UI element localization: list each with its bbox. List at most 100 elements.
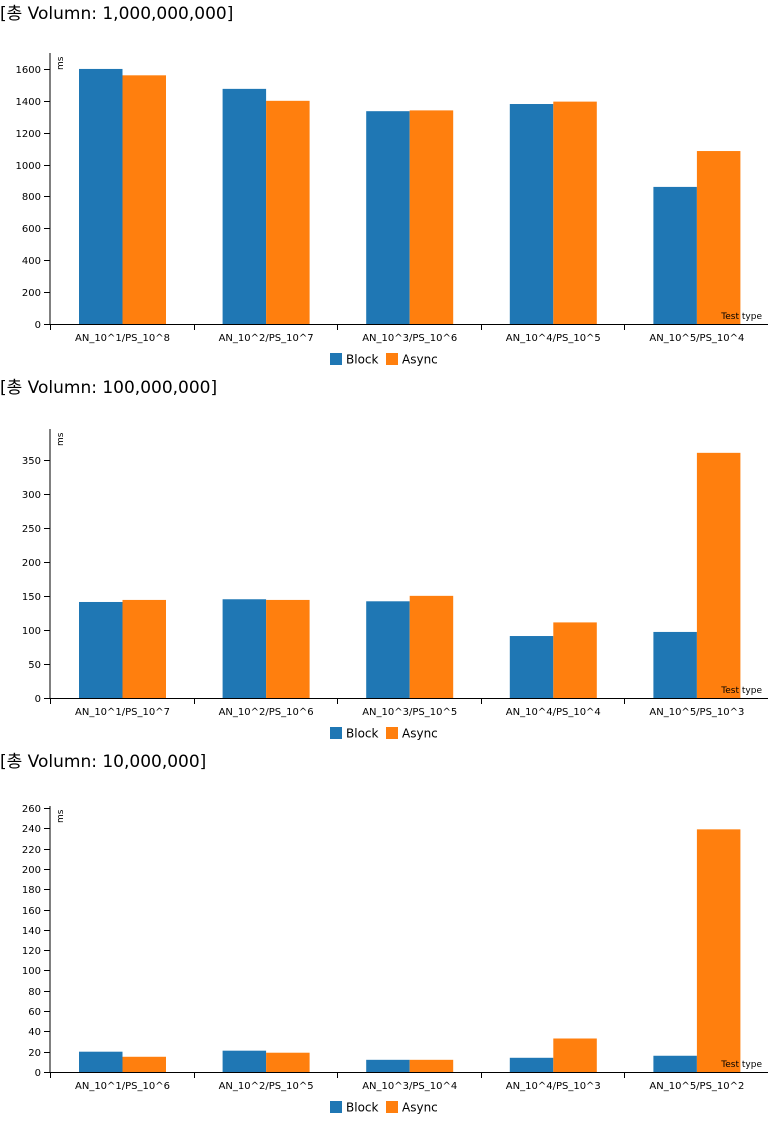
legend-label-block: Block [346, 1101, 379, 1115]
bar-block [79, 68, 123, 324]
x-tick-label: AN_10^3/PS_10^6 [362, 333, 457, 344]
bar-block [653, 1055, 697, 1072]
y-tick-label: 1400 [16, 97, 41, 108]
bar-block [222, 599, 267, 698]
bar-async [266, 100, 310, 324]
y-tick-label: 220 [22, 845, 41, 856]
legend-swatch-block [330, 353, 342, 365]
chart-section-1: [총 Volumn: 1,000,000,000] 0 200 400 600 800 1… [0, 0, 768, 374]
x-tick-label: AN_10^4/PS_10^3 [506, 1081, 601, 1092]
bar-async [266, 1052, 310, 1072]
y-tick-label: 80 [28, 987, 41, 998]
y-tick-label: 0 [35, 320, 41, 331]
bar-block [366, 1059, 410, 1072]
x-axis-title: Test type [720, 1060, 762, 1070]
x-tick-label: AN_10^1/PS_10^8 [75, 333, 170, 344]
y-tick-label: 150 [22, 592, 41, 603]
chart-section-3: [총 Volumn: 10,000,000] 0 20 40 60 80 100 120 14… [0, 748, 768, 1123]
y-tick-label: 800 [22, 192, 41, 203]
bar-block [79, 1051, 123, 1072]
legend-swatch-async [386, 727, 398, 739]
bar-block [366, 601, 410, 698]
legend-label-block: Block [346, 353, 379, 367]
y-tick-label: 1000 [16, 161, 41, 172]
x-tick-label: AN_10^5/PS_10^2 [649, 1081, 744, 1092]
legend-swatch-block [330, 727, 342, 739]
y-tick-label: 300 [22, 490, 41, 501]
y-tick-label: 200 [22, 558, 41, 569]
bar-async [553, 1038, 597, 1072]
bar-async [553, 622, 597, 698]
y-tick-label: 200 [22, 865, 41, 876]
y-tick-label: 180 [22, 885, 41, 896]
y-tick-label: 50 [28, 660, 41, 671]
y-tick-label: 1600 [16, 65, 41, 76]
bar-async [696, 151, 741, 324]
x-tick-label: AN_10^2/PS_10^5 [219, 1081, 314, 1092]
legend-label-async: Async [402, 1101, 438, 1115]
bar-chart: 0 200 400 600 800 1000 1200 1400 1600 ms AN_10^1/P… [16, 53, 768, 367]
bar-async [266, 599, 310, 698]
y-tick-label: 60 [28, 1007, 41, 1018]
bar-block [653, 631, 697, 698]
bar-async [122, 599, 166, 698]
y-axis-title: ms [56, 809, 66, 823]
x-tick-label: AN_10^3/PS_10^4 [362, 1081, 457, 1092]
x-tick-label: AN_10^3/PS_10^5 [362, 707, 457, 718]
y-axis-title: ms [56, 56, 66, 70]
y-tick-label: 160 [22, 906, 41, 917]
y-tick-label: 250 [22, 524, 41, 535]
y-tick-label: 1200 [16, 129, 41, 140]
y-tick-label: 260 [22, 804, 41, 815]
legend-label-async: Async [402, 727, 438, 741]
bar-async [696, 452, 741, 698]
x-tick-label: AN_10^5/PS_10^4 [649, 333, 744, 344]
y-tick-label: 140 [22, 926, 41, 937]
bar-block [366, 111, 410, 324]
chart-title: [총 Volumn: 1,000,000,000] [0, 4, 234, 24]
chart-title: [총 Volumn: 10,000,000] [0, 752, 207, 772]
x-tick-label: AN_10^2/PS_10^6 [219, 707, 314, 718]
legend-label-async: Async [402, 353, 438, 367]
x-tick-label: AN_10^4/PS_10^5 [506, 333, 601, 344]
y-tick-label: 350 [22, 456, 41, 467]
x-tick-label: AN_10^4/PS_10^4 [506, 707, 601, 718]
y-tick-label: 120 [22, 946, 41, 957]
y-tick-label: 400 [22, 256, 41, 267]
bar-async [122, 75, 166, 324]
bar-async [409, 110, 454, 324]
x-axis-title: Test type [720, 312, 762, 322]
legend-swatch-block [330, 1101, 342, 1113]
y-tick-label: 240 [22, 824, 41, 835]
bar-async [696, 829, 741, 1072]
legend-label-block: Block [346, 727, 379, 741]
bar-block [79, 601, 123, 698]
y-tick-label: 40 [28, 1027, 41, 1038]
y-tick-label: 200 [22, 288, 41, 299]
bar-chart: 0 50 100 150 200 250 300 350 ms AN_10^1/PS_10^7 AN… [22, 429, 768, 741]
bar-block [653, 186, 697, 324]
y-tick-label: 100 [22, 626, 41, 637]
bar-block [509, 1057, 554, 1072]
bar-chart: 0 20 40 60 80 100 120 140 160 180 200 220 240 260 ms AN… [22, 804, 768, 1115]
bar-block [509, 104, 554, 324]
bar-block [509, 636, 554, 698]
y-tick-label: 0 [35, 1068, 41, 1079]
y-tick-label: 600 [22, 224, 41, 235]
bar-block [222, 88, 267, 324]
x-tick-label: AN_10^5/PS_10^3 [649, 707, 744, 718]
bar-async [122, 1056, 166, 1072]
chart-section-2: [총 Volumn: 100,000,000] 0 50 100 150 200 250 3… [0, 374, 768, 748]
x-tick-label: AN_10^2/PS_10^7 [219, 333, 314, 344]
bar-async [553, 101, 597, 324]
chart-title: [총 Volumn: 100,000,000] [0, 378, 218, 398]
bar-async [409, 1059, 454, 1072]
y-tick-label: 100 [22, 966, 41, 977]
y-axis-title: ms [56, 432, 66, 446]
x-tick-label: AN_10^1/PS_10^6 [75, 1081, 170, 1092]
x-axis-title: Test type [720, 686, 762, 696]
x-tick-label: AN_10^1/PS_10^7 [75, 707, 170, 718]
bar-block [222, 1050, 267, 1072]
legend-swatch-async [386, 1101, 398, 1113]
y-tick-label: 20 [28, 1048, 41, 1059]
